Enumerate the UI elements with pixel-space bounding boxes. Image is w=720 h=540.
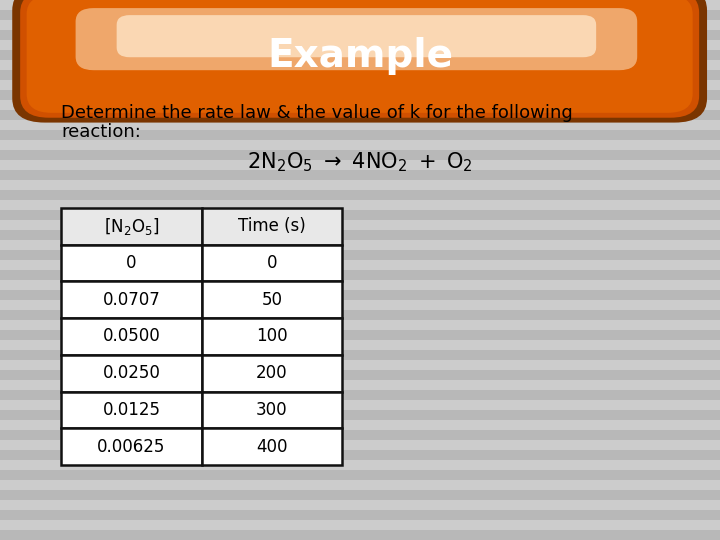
Bar: [0, 100, 720, 110]
Bar: [0, 420, 720, 430]
Bar: [0, 140, 720, 150]
Bar: [0, 10, 720, 20]
Bar: [61, 208, 202, 245]
Bar: [0, 530, 720, 540]
Bar: [0, 160, 720, 170]
Text: reaction:: reaction:: [61, 123, 141, 141]
Bar: [0, 520, 720, 530]
Text: 0.0125: 0.0125: [102, 401, 161, 419]
Bar: [0, 280, 720, 290]
Bar: [0, 470, 720, 480]
Bar: [0, 350, 720, 360]
Bar: [0, 340, 720, 350]
FancyBboxPatch shape: [117, 15, 596, 57]
Bar: [61, 318, 202, 355]
Bar: [0, 310, 720, 320]
FancyBboxPatch shape: [18, 0, 706, 122]
Text: 0.0500: 0.0500: [102, 327, 161, 346]
Bar: [0, 90, 720, 100]
Bar: [0, 370, 720, 380]
Text: 200: 200: [256, 364, 287, 382]
Bar: [0, 480, 720, 490]
Text: Example: Example: [267, 37, 453, 75]
Bar: [0, 400, 720, 410]
Text: 0: 0: [266, 254, 277, 272]
Bar: [0, 210, 720, 220]
FancyBboxPatch shape: [27, 0, 693, 113]
Bar: [0, 320, 720, 330]
Bar: [0, 290, 720, 300]
Bar: [0, 260, 720, 270]
Bar: [0, 50, 720, 60]
Bar: [0, 300, 720, 310]
Bar: [0, 220, 720, 230]
Text: Determine the rate law & the value of k for the following: Determine the rate law & the value of k …: [61, 104, 573, 123]
Bar: [0, 70, 720, 80]
Text: 400: 400: [256, 437, 287, 456]
Text: $\mathregular{2N_2O_5\ \rightarrow\ 4NO_2\ +\ O_2}$: $\mathregular{2N_2O_5\ \rightarrow\ 4NO_…: [247, 150, 473, 174]
Bar: [0, 380, 720, 390]
Text: 0.00625: 0.00625: [97, 437, 166, 456]
Bar: [0, 450, 720, 460]
Bar: [202, 355, 342, 392]
Bar: [0, 170, 720, 180]
Bar: [0, 80, 720, 90]
Bar: [202, 318, 342, 355]
FancyBboxPatch shape: [76, 8, 637, 70]
Text: 50: 50: [261, 291, 282, 309]
FancyBboxPatch shape: [12, 0, 707, 123]
Bar: [202, 281, 342, 318]
Bar: [61, 355, 202, 392]
Bar: [0, 270, 720, 280]
Text: 0.0707: 0.0707: [102, 291, 161, 309]
Text: 0.0250: 0.0250: [102, 364, 161, 382]
Bar: [0, 150, 720, 160]
Bar: [0, 190, 720, 200]
Bar: [0, 390, 720, 400]
Bar: [202, 428, 342, 465]
Bar: [0, 240, 720, 250]
Bar: [0, 500, 720, 510]
Bar: [0, 490, 720, 500]
Bar: [0, 430, 720, 440]
Bar: [0, 360, 720, 370]
Bar: [0, 200, 720, 210]
Bar: [61, 245, 202, 281]
Text: $\mathregular{[N_2O_5]}$: $\mathregular{[N_2O_5]}$: [104, 216, 159, 237]
Bar: [0, 40, 720, 50]
Bar: [0, 510, 720, 520]
Bar: [0, 30, 720, 40]
Bar: [0, 440, 720, 450]
Bar: [61, 392, 202, 428]
Bar: [0, 60, 720, 70]
Text: Time (s): Time (s): [238, 217, 306, 235]
Bar: [0, 460, 720, 470]
Bar: [61, 281, 202, 318]
Bar: [0, 230, 720, 240]
Bar: [202, 392, 342, 428]
FancyBboxPatch shape: [20, 0, 699, 118]
Bar: [202, 245, 342, 281]
Bar: [0, 250, 720, 260]
Bar: [0, 180, 720, 190]
Text: 0: 0: [126, 254, 137, 272]
Text: 300: 300: [256, 401, 287, 419]
Bar: [61, 428, 202, 465]
Bar: [0, 110, 720, 120]
Bar: [0, 130, 720, 140]
Bar: [0, 330, 720, 340]
Bar: [0, 120, 720, 130]
Bar: [0, 410, 720, 420]
Bar: [202, 208, 342, 245]
Bar: [0, 0, 720, 10]
Bar: [0, 20, 720, 30]
Text: 100: 100: [256, 327, 287, 346]
